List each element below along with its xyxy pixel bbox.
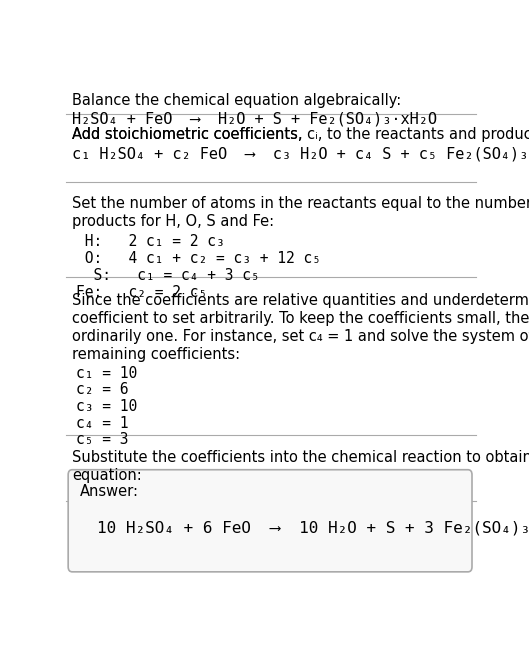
Text: 10 H₂SO₄ + 6 FeO  ⟶  10 H₂O + S + 3 Fe₂(SO₄)₃·xH₂O: 10 H₂SO₄ + 6 FeO ⟶ 10 H₂O + S + 3 Fe₂(SO…	[97, 521, 529, 536]
Text: c₁ H₂SO₄ + c₂ FeO  ⟶  c₃ H₂O + c₄ S + c₅ Fe₂(SO₄)₃·xH₂O: c₁ H₂SO₄ + c₂ FeO ⟶ c₃ H₂O + c₄ S + c₅ F…	[72, 146, 529, 161]
Text: ordinarily one. For instance, set c₄ = 1 and solve the system of equations for t: ordinarily one. For instance, set c₄ = 1…	[72, 329, 529, 344]
Text: equation:: equation:	[72, 468, 142, 483]
Text: H₂SO₄ + FeO  ⟶  H₂O + S + Fe₂(SO₄)₃·xH₂O: H₂SO₄ + FeO ⟶ H₂O + S + Fe₂(SO₄)₃·xH₂O	[72, 111, 437, 127]
Text: Add stoichiometric coefficients,: Add stoichiometric coefficients,	[72, 127, 307, 142]
Text: H:   2 c₁ = 2 c₃: H: 2 c₁ = 2 c₃	[76, 234, 225, 249]
Text: remaining coefficients:: remaining coefficients:	[72, 347, 240, 362]
Text: Since the coefficients are relative quantities and underdetermined, choose a: Since the coefficients are relative quan…	[72, 293, 529, 308]
Text: c₂ = 6: c₂ = 6	[76, 382, 129, 397]
Text: Substitute the coefficients into the chemical reaction to obtain the balanced: Substitute the coefficients into the che…	[72, 450, 529, 465]
FancyBboxPatch shape	[68, 470, 472, 572]
Text: O:   4 c₁ + c₂ = c₃ + 12 c₅: O: 4 c₁ + c₂ = c₃ + 12 c₅	[76, 251, 322, 266]
Text: Balance the chemical equation algebraically:: Balance the chemical equation algebraica…	[72, 93, 402, 107]
Text: c₃ = 10: c₃ = 10	[76, 399, 138, 414]
Text: c₁ = 10: c₁ = 10	[76, 366, 138, 380]
Text: Set the number of atoms in the reactants equal to the number of atoms in the: Set the number of atoms in the reactants…	[72, 196, 529, 211]
Text: Answer:: Answer:	[80, 484, 139, 499]
Text: S:   c₁ = c₄ + 3 c₅: S: c₁ = c₄ + 3 c₅	[76, 268, 260, 283]
Text: products for H, O, S and Fe:: products for H, O, S and Fe:	[72, 214, 275, 229]
Text: coefficient to set arbitrarily. To keep the coefficients small, the arbitrary va: coefficient to set arbitrarily. To keep …	[72, 311, 529, 326]
Text: Add stoichiometric coefficients, cᵢ, to the reactants and products:: Add stoichiometric coefficients, cᵢ, to …	[72, 127, 529, 142]
Text: c₄ = 1: c₄ = 1	[76, 416, 129, 431]
Text: c₅ = 3: c₅ = 3	[76, 432, 129, 447]
Text: Fe:   c₂ = 2 c₅: Fe: c₂ = 2 c₅	[76, 285, 207, 300]
